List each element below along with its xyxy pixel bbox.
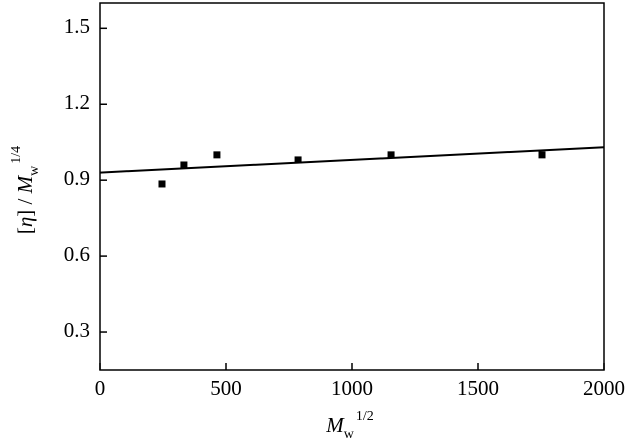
y-tick-label: 1.5 <box>64 14 90 38</box>
y-axis-label: [η] / Mw1/4 <box>9 146 42 234</box>
x-tick-label: 0 <box>95 376 106 400</box>
y-label-part: M <box>13 174 37 194</box>
data-point <box>538 151 546 159</box>
data-point <box>213 151 221 159</box>
data-point <box>387 151 395 159</box>
y-label-sub: w <box>27 165 42 176</box>
x-label-symbol: M <box>325 413 345 437</box>
x-label-sup: 1/2 <box>356 409 374 424</box>
y-tick-label: 1.2 <box>64 90 90 114</box>
data-point <box>180 161 188 169</box>
y-label-sup: 1/4 <box>9 146 24 164</box>
plot-frame <box>99 2 605 371</box>
y-tick-label: 0.6 <box>64 242 90 266</box>
data-point <box>158 180 166 188</box>
data-point <box>294 156 302 164</box>
y-tick-label: 0.9 <box>64 166 90 190</box>
y-label-part: ] / <box>13 193 37 216</box>
y-tick-label: 0.3 <box>64 318 90 342</box>
x-axis-label: Mw1/2 <box>325 409 374 442</box>
x-tick-label: 1500 <box>457 376 499 400</box>
x-tick-label: 1000 <box>331 376 373 400</box>
x-tick-label: 500 <box>210 376 242 400</box>
fit-line <box>99 146 605 174</box>
x-label-sub: w <box>344 427 355 442</box>
y-label-part: [ <box>13 227 37 234</box>
x-tick-label: 2000 <box>583 376 625 400</box>
y-label-part: η <box>13 217 37 227</box>
